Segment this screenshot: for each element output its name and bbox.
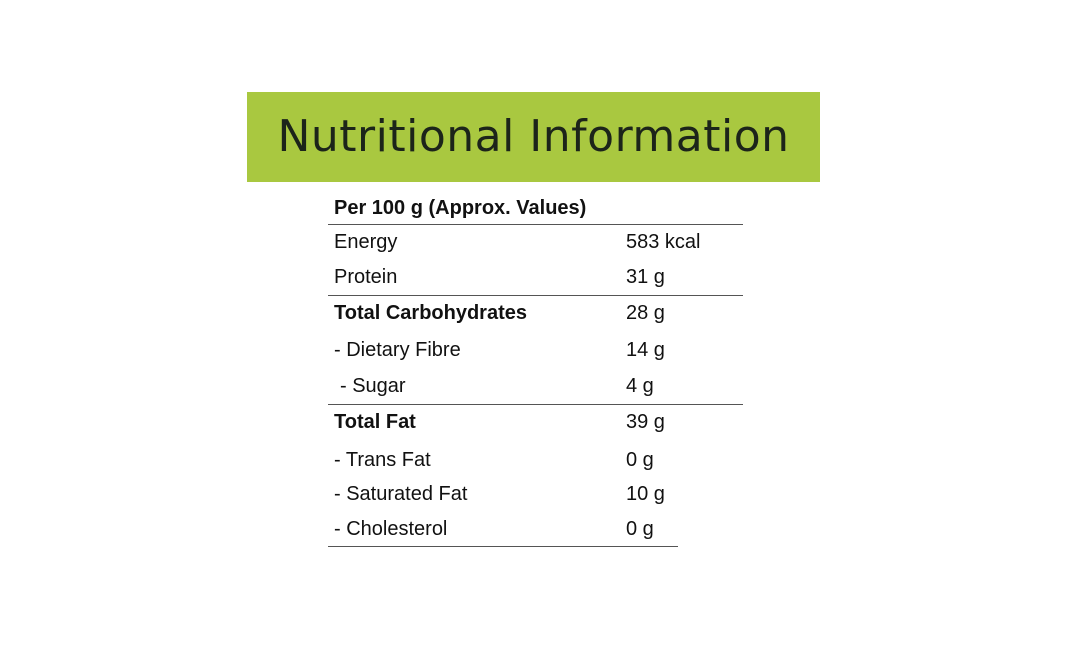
- amount: 4 g: [626, 375, 654, 397]
- nutrient: - Sugar: [340, 375, 406, 397]
- amount: 583 kcal: [626, 231, 701, 253]
- title: Nutritional Information: [277, 111, 790, 162]
- banner: Nutritional Information: [247, 92, 820, 182]
- rule: [328, 295, 743, 296]
- nutrient: Total Fat: [334, 411, 416, 433]
- amount: 31 g: [626, 266, 665, 288]
- amount: 14 g: [626, 339, 665, 361]
- nutrient: Total Carbohydrates: [334, 302, 527, 324]
- nutrient: - Dietary Fibre: [334, 339, 461, 361]
- table-heading: Per 100 g (Approx. Values): [334, 197, 587, 219]
- amount: 28 g: [626, 302, 665, 324]
- rule: [328, 404, 743, 405]
- nutrient: Protein: [334, 266, 398, 288]
- nutrient: Energy: [334, 231, 398, 253]
- nutrient: - Trans Fat: [334, 449, 431, 471]
- rule: [328, 224, 743, 225]
- amount: 10 g: [626, 483, 665, 505]
- nutrient: - Cholesterol: [334, 518, 448, 540]
- amount: 39 g: [626, 411, 665, 433]
- amount: 0 g: [626, 449, 654, 471]
- nutrient: - Saturated Fat: [334, 483, 468, 505]
- amount: 0 g: [626, 518, 654, 540]
- rule: [328, 546, 678, 547]
